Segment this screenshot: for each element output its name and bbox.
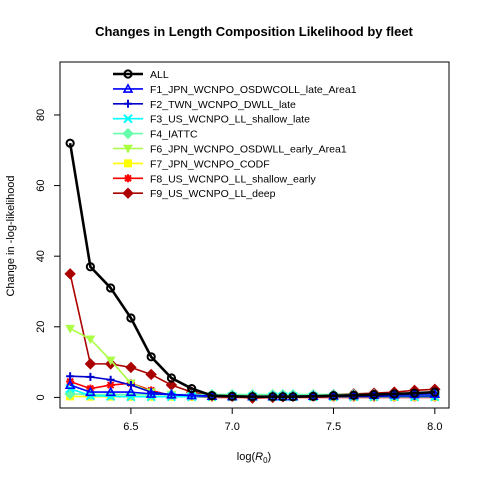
data-point — [85, 262, 95, 272]
legend-swatch-marker — [123, 69, 133, 79]
data-point — [65, 138, 75, 148]
chart-title: Changes in Length Composition Likelihood… — [95, 24, 413, 39]
y-axis-label: Change in -log-likelihood — [5, 175, 17, 296]
data-point — [65, 324, 75, 334]
data-point — [145, 368, 157, 381]
legend-entry: F3_US_WCNPO_LL_shallow_late — [113, 114, 310, 126]
legend-swatch-marker — [123, 144, 133, 154]
data-point — [64, 268, 76, 280]
legend-entry: F8_US_WCNPO_LL_shallow_early — [113, 173, 316, 185]
legend-label: F3_US_WCNPO_LL_shallow_late — [150, 114, 310, 126]
x-axis-label-suffix: ) — [268, 451, 272, 463]
data-point — [126, 313, 136, 323]
data-point — [86, 372, 95, 381]
x-tick-label: 8.0 — [427, 421, 442, 433]
legend-label: F4_IATTC — [150, 129, 198, 141]
data-point — [389, 389, 399, 399]
legend-entry: F2_TWN_WCNPO_DWLL_late — [113, 99, 296, 111]
data-point — [349, 390, 359, 400]
legend-label: F6_JPN_WCNPO_OSDWLL_early_Area1 — [150, 144, 347, 156]
series-0 — [65, 138, 440, 402]
legend-swatch-marker — [123, 113, 133, 124]
legend-label: F9_US_WCNPO_LL_deep — [150, 188, 276, 200]
legend-swatch-marker — [124, 174, 132, 183]
legend-label: ALL — [150, 69, 169, 81]
data-point — [146, 352, 156, 362]
data-point — [106, 283, 116, 293]
data-point — [186, 389, 198, 400]
data-point — [106, 375, 115, 384]
x-tick-label: 7.0 — [225, 421, 240, 433]
data-point — [145, 388, 157, 398]
legend-swatch-marker — [124, 99, 132, 108]
x-axis-label-sub: 0 — [263, 456, 268, 465]
data-point — [278, 392, 288, 402]
data-point — [288, 392, 298, 402]
data-point — [64, 379, 76, 390]
data-point — [166, 373, 177, 383]
legend-entry: F7_JPN_WCNPO_CODF — [113, 158, 270, 170]
data-point — [85, 386, 96, 397]
series-layer — [64, 138, 441, 404]
y-tick-label: 0 — [35, 394, 47, 400]
data-point — [328, 391, 339, 401]
legend-entry: F4_IATTC — [113, 127, 198, 141]
legend-entry: F9_US_WCNPO_LL_deep — [113, 187, 276, 200]
legend-swatch-marker — [122, 127, 134, 140]
data-point — [105, 356, 116, 366]
legend: ALL F1_JPN_WCNPO_OSDWCOLL_late_Area1 F2_TW… — [113, 69, 357, 200]
data-point — [106, 381, 115, 390]
legend-label: F1_JPN_WCNPO_OSDWCOLL_late_Area1 — [150, 84, 357, 96]
legend-entry: F1_JPN_WCNPO_OSDWCOLL_late_Area1 — [113, 83, 357, 96]
legend-swatch-marker — [124, 159, 132, 168]
data-point — [268, 392, 278, 402]
legend-label: F8_US_WCNPO_LL_shallow_early — [150, 173, 316, 185]
data-point — [105, 386, 117, 397]
y-tick-label: 20 — [35, 321, 47, 333]
data-point — [85, 335, 96, 345]
data-point — [125, 386, 137, 397]
x-axis-label: log(R0) — [237, 451, 271, 465]
x-tick-label: 6.5 — [123, 421, 138, 433]
y-axis: 0 20 40 60 80 — [35, 109, 60, 400]
data-point — [369, 389, 379, 400]
plot-frame — [59, 61, 450, 409]
legend-entry: F6_JPN_WCNPO_OSDWLL_early_Area1 — [113, 144, 347, 156]
data-point — [125, 361, 137, 374]
x-axis-label-var: R — [255, 451, 263, 463]
y-tick-label: 60 — [35, 179, 47, 191]
data-point — [409, 388, 420, 398]
data-point — [66, 372, 75, 381]
legend-label: F2_TWN_WCNPO_DWLL_late — [150, 99, 296, 111]
x-axis: 6.5 7.0 7.5 8.0 — [123, 408, 442, 433]
data-point — [247, 392, 258, 402]
data-point — [84, 358, 97, 370]
plot-area — [59, 61, 450, 409]
y-tick-label: 80 — [35, 109, 47, 121]
data-point — [187, 383, 197, 394]
legend-label: F7_JPN_WCNPO_CODF — [150, 158, 270, 170]
x-axis-label-prefix: log( — [237, 451, 256, 463]
x-tick-label: 7.5 — [326, 421, 341, 433]
data-point — [207, 391, 217, 401]
data-point — [430, 387, 440, 397]
legend-swatch-marker — [122, 83, 134, 93]
data-point — [166, 388, 177, 399]
legend-entry: ALL — [113, 69, 169, 81]
data-point — [227, 391, 237, 401]
y-tick-label: 40 — [35, 250, 47, 262]
legend-swatch-marker — [122, 187, 134, 199]
data-point — [308, 391, 318, 401]
